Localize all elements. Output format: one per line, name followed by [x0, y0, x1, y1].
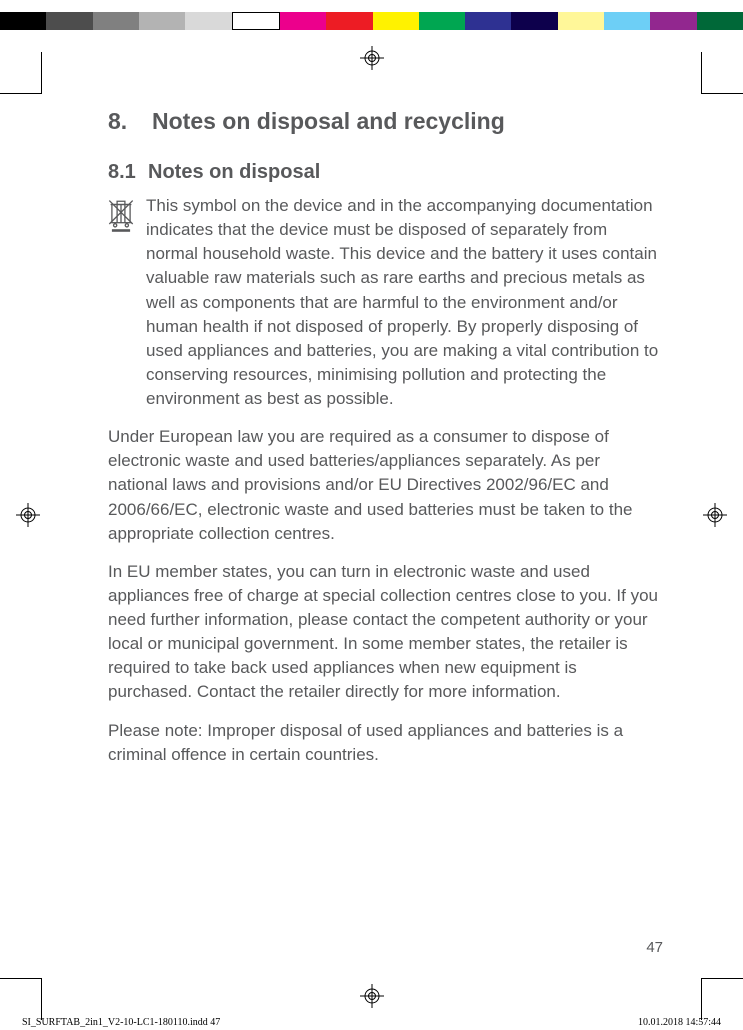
page-number: 47 — [646, 939, 663, 956]
print-colorbar — [0, 12, 743, 30]
subsection-title: Notes on disposal — [148, 161, 320, 183]
section-number: 8. — [108, 108, 152, 135]
registration-mark-icon — [360, 46, 384, 70]
imposition-footer-left: SI_SURFTAB_2in1_V2-10-LC1-180110.indd 47 — [22, 1017, 220, 1028]
body-paragraph: In EU member states, you can turn in ele… — [108, 560, 663, 705]
section-heading: 8.Notes on disposal and recycling — [108, 108, 663, 135]
weee-bin-icon — [108, 198, 140, 411]
registration-mark-icon — [360, 984, 384, 1008]
registration-mark-icon — [703, 503, 727, 527]
subsection-heading: 8.1Notes on disposal — [108, 161, 663, 184]
crop-mark — [701, 978, 743, 1020]
body-paragraph: Under European law you are required as a… — [108, 425, 663, 546]
imposition-footer-right: 10.01.2018 14:57:44 — [638, 1017, 721, 1028]
crop-mark — [701, 52, 743, 94]
page-content: 8.Notes on disposal and recycling 8.1Not… — [108, 108, 663, 781]
body-paragraph: This symbol on the device and in the acc… — [146, 194, 663, 411]
crop-mark — [0, 52, 42, 94]
crop-mark — [0, 978, 42, 1020]
body-paragraph: Please note: Improper disposal of used a… — [108, 719, 663, 767]
section-title: Notes on disposal and recycling — [152, 108, 505, 134]
registration-mark-icon — [16, 503, 40, 527]
icon-paragraph-block: This symbol on the device and in the acc… — [108, 194, 663, 411]
subsection-number: 8.1 — [108, 161, 148, 184]
